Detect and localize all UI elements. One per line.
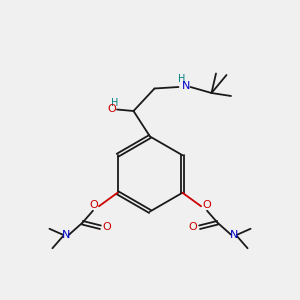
- Text: O: O: [103, 222, 111, 232]
- Text: H: H: [178, 74, 186, 84]
- Text: O: O: [202, 200, 211, 210]
- Text: H: H: [111, 98, 118, 108]
- Text: N: N: [230, 230, 238, 240]
- Text: O: O: [189, 222, 197, 232]
- Text: O: O: [89, 200, 98, 210]
- Text: N: N: [62, 230, 70, 240]
- Text: N: N: [182, 80, 190, 91]
- Text: O: O: [107, 104, 116, 115]
